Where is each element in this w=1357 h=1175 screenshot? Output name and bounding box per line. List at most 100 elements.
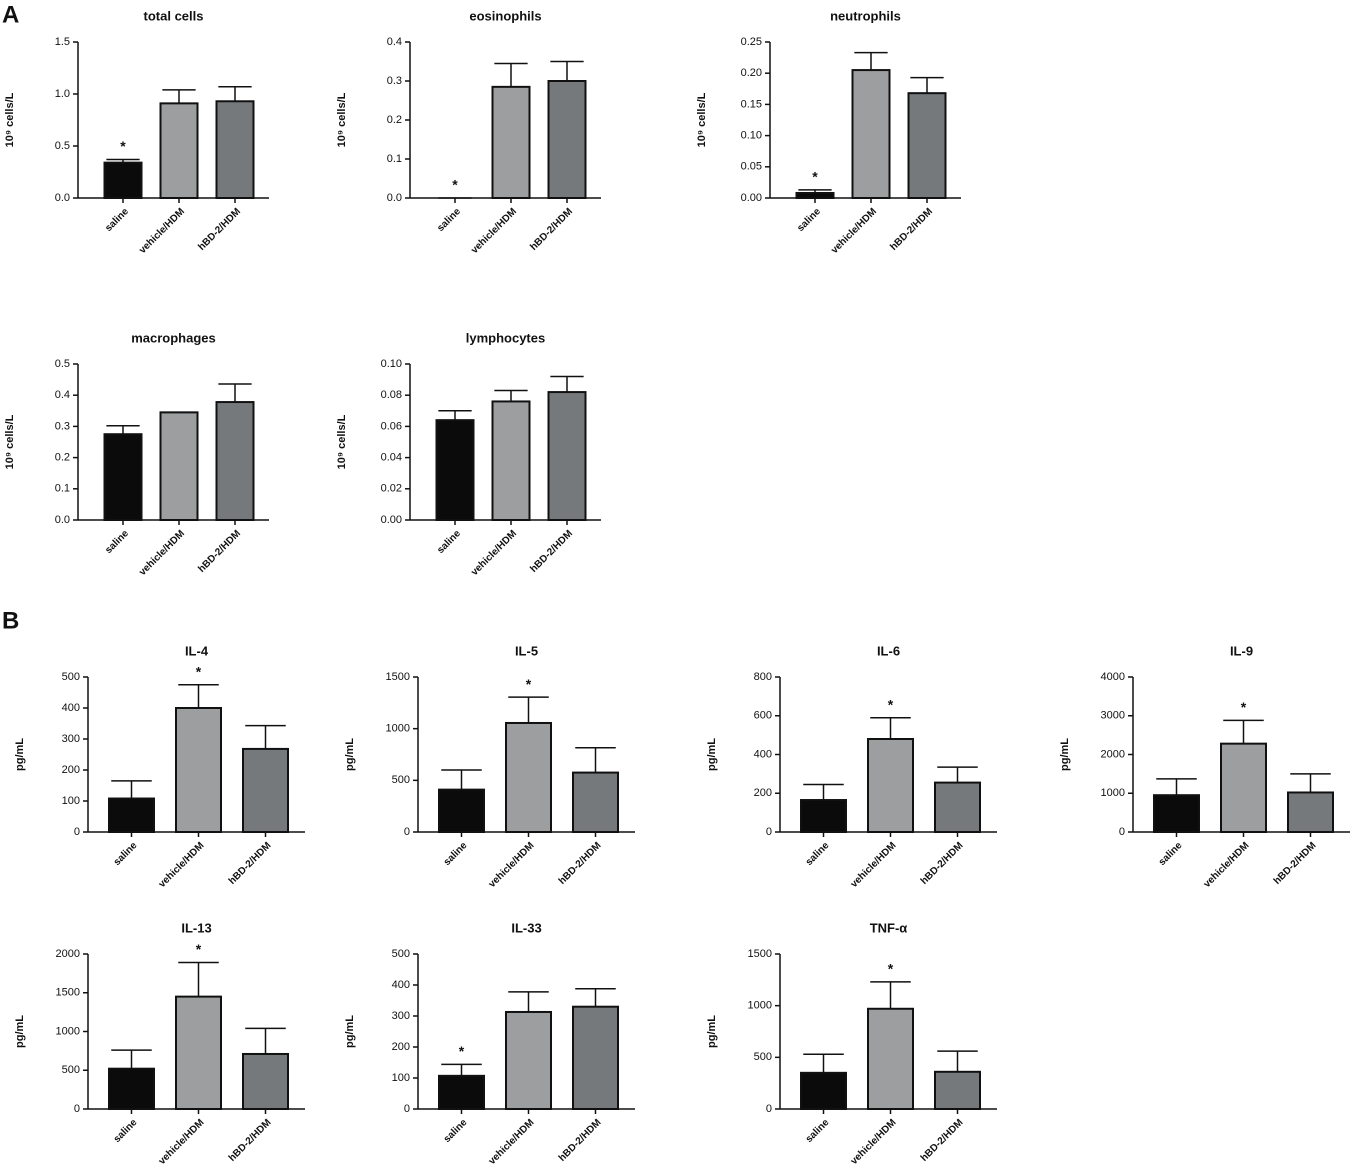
x-tick-label: vehicle/HDM bbox=[829, 206, 879, 256]
y-tick-label: 100 bbox=[392, 1072, 410, 1084]
significance: * bbox=[459, 1043, 465, 1059]
y-tick-label: 300 bbox=[392, 1010, 410, 1022]
y-tick-label: 0.08 bbox=[381, 389, 402, 401]
chart-title: IL-33 bbox=[511, 920, 541, 935]
y-axis-label: pg/mL bbox=[344, 738, 356, 771]
x-tick-label: saline bbox=[795, 206, 823, 234]
y-tick-label: 0.05 bbox=[741, 161, 762, 173]
y-tick-label: 0.0 bbox=[55, 514, 70, 526]
y-tick-label: 800 bbox=[754, 671, 772, 683]
bar bbox=[242, 1052, 289, 1110]
x-tick-label: saline bbox=[112, 840, 140, 868]
x-tick-label: saline bbox=[103, 528, 131, 556]
y-tick-label: 400 bbox=[392, 979, 410, 991]
bar bbox=[1153, 794, 1200, 833]
x-tick-label: hBD-2/HDM bbox=[919, 1117, 966, 1164]
significance: * bbox=[120, 138, 126, 154]
y-axis-label: 10⁹ cells/L bbox=[4, 92, 16, 147]
y-tick-label: 1500 bbox=[56, 987, 80, 999]
bar bbox=[491, 85, 531, 199]
chart-title: TNF-α bbox=[870, 920, 908, 935]
y-tick-label: 0.0 bbox=[55, 192, 70, 204]
y-tick-label: 2000 bbox=[1101, 748, 1125, 760]
y-tick-label: 1.5 bbox=[55, 36, 70, 48]
y-tick-label: 0.5 bbox=[55, 140, 70, 152]
y-tick-label: 0.4 bbox=[387, 36, 402, 48]
y-tick-label: 0.06 bbox=[381, 420, 402, 432]
y-tick-label: 0.0 bbox=[387, 192, 402, 204]
y-tick-label: 400 bbox=[754, 748, 772, 760]
y-tick-label: 0.00 bbox=[741, 192, 762, 204]
x-tick-label: saline bbox=[442, 840, 470, 868]
y-tick-label: 0.10 bbox=[741, 130, 762, 142]
x-tick-label: hBD-2/HDM bbox=[919, 840, 966, 887]
y-tick-label: 0.25 bbox=[741, 36, 762, 48]
x-tick-label: saline bbox=[1157, 840, 1185, 868]
significance: * bbox=[1241, 699, 1247, 715]
significance: * bbox=[196, 941, 202, 957]
bar bbox=[215, 100, 255, 199]
bar bbox=[867, 1007, 914, 1110]
y-tick-label: 0.4 bbox=[55, 389, 70, 401]
y-axis-label: pg/mL bbox=[344, 1015, 356, 1048]
x-tick-label: vehicle/HDM bbox=[1202, 840, 1252, 890]
y-axis-label: pg/mL bbox=[706, 738, 718, 771]
x-tick-label: hBD-2/HDM bbox=[196, 206, 243, 253]
x-tick-label: saline bbox=[435, 206, 463, 234]
y-tick-label: 300 bbox=[62, 733, 80, 745]
y-tick-label: 1000 bbox=[56, 1025, 80, 1037]
y-axis-label: pg/mL bbox=[1059, 738, 1071, 771]
x-tick-label: saline bbox=[804, 840, 832, 868]
x-tick-label: hBD-2/HDM bbox=[888, 206, 935, 253]
bar bbox=[505, 1010, 552, 1110]
y-tick-label: 100 bbox=[62, 795, 80, 807]
y-tick-label: 0.5 bbox=[55, 358, 70, 370]
bar bbox=[800, 1071, 847, 1111]
y-axis-label: 10⁹ cells/L bbox=[4, 414, 16, 469]
y-tick-label: 0.2 bbox=[55, 452, 70, 464]
y-tick-label: 500 bbox=[62, 1064, 80, 1076]
y-axis-label: pg/mL bbox=[706, 1015, 718, 1048]
bar bbox=[103, 161, 143, 199]
x-tick-label: vehicle/HDM bbox=[137, 206, 187, 256]
y-tick-label: 0.10 bbox=[381, 358, 402, 370]
bar bbox=[505, 721, 552, 834]
chart-title: IL-13 bbox=[181, 920, 211, 935]
y-tick-label: 500 bbox=[62, 671, 80, 683]
bar bbox=[438, 1074, 485, 1110]
significance: * bbox=[888, 696, 894, 712]
y-tick-label: 0 bbox=[74, 826, 80, 838]
y-tick-label: 0.04 bbox=[381, 452, 402, 464]
y-tick-label: 0.3 bbox=[55, 420, 70, 432]
bar bbox=[795, 192, 835, 199]
bar bbox=[907, 92, 947, 199]
bar bbox=[438, 788, 485, 834]
bar bbox=[572, 771, 619, 833]
y-tick-label: 0.2 bbox=[387, 114, 402, 126]
y-tick-label: 0 bbox=[74, 1103, 80, 1115]
bar bbox=[934, 781, 981, 833]
x-tick-label: vehicle/HDM bbox=[157, 1117, 207, 1167]
chart-title: IL-9 bbox=[1230, 643, 1253, 658]
y-tick-label: 500 bbox=[392, 948, 410, 960]
y-tick-label: 2000 bbox=[56, 948, 80, 960]
significance: * bbox=[888, 961, 894, 977]
bar bbox=[175, 995, 222, 1110]
bar bbox=[108, 1067, 155, 1110]
y-tick-label: 0.15 bbox=[741, 98, 762, 110]
y-tick-label: 4000 bbox=[1101, 671, 1125, 683]
y-tick-label: 500 bbox=[392, 774, 410, 786]
x-tick-label: vehicle/HDM bbox=[469, 528, 519, 578]
bar bbox=[867, 738, 914, 833]
y-axis-label: 10⁹ cells/L bbox=[336, 414, 348, 469]
y-tick-label: 1000 bbox=[748, 1000, 772, 1012]
significance: * bbox=[452, 177, 458, 193]
x-tick-label: vehicle/HDM bbox=[469, 206, 519, 256]
x-tick-label: vehicle/HDM bbox=[849, 840, 899, 890]
x-tick-label: hBD-2/HDM bbox=[528, 206, 575, 253]
y-tick-label: 0 bbox=[404, 826, 410, 838]
chart-title: IL-5 bbox=[515, 643, 538, 658]
x-tick-label: vehicle/HDM bbox=[157, 840, 207, 890]
x-tick-label: hBD-2/HDM bbox=[1272, 840, 1319, 887]
y-tick-label: 1000 bbox=[1101, 787, 1125, 799]
